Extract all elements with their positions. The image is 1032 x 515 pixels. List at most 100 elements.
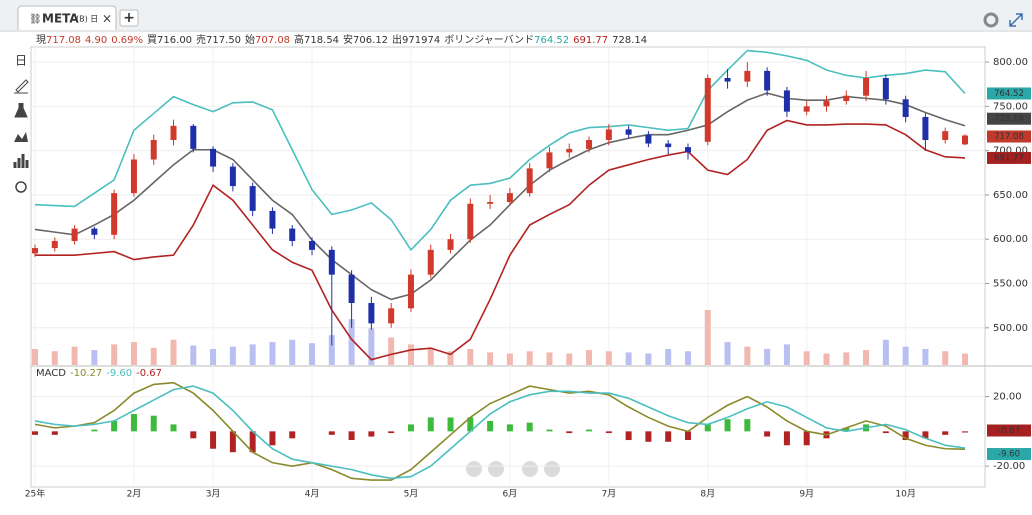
quote-value: 717.08 (46, 35, 81, 46)
candle-body (586, 140, 593, 149)
volume-bar (328, 335, 335, 365)
macd-title: MACD (36, 368, 66, 379)
candle-body (783, 90, 790, 112)
candle-body (566, 148, 573, 153)
macd-histogram-bar (922, 431, 929, 439)
scroll-right[interactable] (544, 461, 560, 477)
candle-body (506, 193, 513, 203)
tab-symbol: META (42, 12, 79, 26)
volume-bar (170, 339, 177, 365)
macd-histogram-bar (32, 431, 38, 435)
macd-histogram-bar (150, 415, 157, 432)
macd-histogram-bar (843, 427, 850, 432)
candle-body (744, 70, 751, 82)
draw-tool[interactable] (14, 79, 29, 94)
quote-label: 始 (245, 33, 255, 46)
y-tick-label: 800.00 (993, 57, 1028, 68)
quote-label: 出 (392, 33, 402, 46)
value-flag (987, 424, 1031, 437)
y-tick-label: 750.00 (993, 101, 1028, 112)
candle-body (487, 202, 494, 204)
volume-bar (704, 310, 711, 365)
macd-histogram-bar (962, 431, 968, 433)
candle-body (388, 308, 395, 324)
macd-histogram-bar (684, 431, 691, 441)
volume-bar (625, 352, 632, 365)
tab[interactable] (17, 5, 117, 30)
macd-histogram-bar (665, 431, 672, 442)
macd-histogram-bar (111, 420, 118, 432)
quote-label: ボリンジャーバンド (444, 34, 534, 46)
zoom-out[interactable] (466, 461, 482, 477)
chart-type-tool[interactable] (13, 154, 29, 168)
settings-icon[interactable] (983, 12, 999, 28)
volume-bar (190, 345, 197, 365)
candle-body (724, 78, 731, 82)
x-tick-label: 8月 (700, 489, 715, 500)
macd-histogram-bar (764, 431, 771, 437)
candle-body (269, 210, 276, 229)
candle-body (229, 166, 236, 187)
volume-bar (309, 343, 316, 365)
volume-bar (111, 344, 118, 365)
volume-bar (566, 353, 573, 365)
quote-label: 買 (147, 34, 157, 46)
macd-histogram-bar (388, 431, 395, 434)
macd-histogram-bar (91, 429, 98, 432)
tab-bar (0, 0, 1032, 30)
quote-value: 4.90 (85, 35, 107, 46)
bollinger-band (34, 49, 966, 252)
quote-line: 現717.08 4.90 0.69% 買716.00 売717.50 始707.08 高71… (36, 33, 647, 46)
candle-body (843, 95, 850, 102)
volume-bar (249, 344, 256, 365)
plot-frame (30, 46, 986, 488)
quote-value: 0.69% (111, 35, 143, 46)
x-tick-label: 25年 (25, 488, 45, 500)
volume-bar (863, 350, 870, 365)
macd-histogram-bar (625, 431, 632, 441)
zoom-in[interactable] (488, 461, 504, 477)
volume-bar (586, 350, 593, 365)
indicator-tool[interactable] (14, 103, 28, 118)
volume-bar (764, 348, 771, 365)
compare-tool[interactable] (14, 132, 28, 142)
value-flag-label: 691.77 (994, 153, 1024, 163)
macd-histogram-bar (605, 431, 612, 434)
refresh-tool[interactable] (15, 181, 27, 193)
volume-bar (942, 351, 949, 365)
value-flag (987, 151, 1031, 164)
value-flag-label: -0.67 (998, 426, 1020, 436)
volume-bar (51, 351, 58, 365)
macd-histogram-bar (645, 431, 652, 442)
volume-bar (130, 342, 137, 365)
macd-histogram-bar (526, 422, 533, 432)
quote-label: 売 (196, 33, 206, 46)
volume-bar (427, 347, 434, 365)
quote-value: 707.08 (255, 35, 290, 46)
volume-bar (605, 351, 612, 365)
candle-body (526, 168, 533, 194)
candle-body (407, 274, 414, 309)
macd-histogram-bar (328, 431, 335, 435)
macd-histogram-bar (407, 424, 414, 432)
candle-body (665, 143, 672, 148)
add-tab-button[interactable] (119, 9, 139, 27)
volume-bar (407, 344, 414, 365)
period-button[interactable]: 日 (15, 54, 27, 68)
candle-body (467, 203, 474, 240)
macd-histogram-bar (566, 431, 573, 434)
macd-histogram-bar (289, 431, 296, 439)
macd-line (34, 385, 966, 480)
candle-body (190, 125, 197, 149)
scroll-left[interactable] (522, 461, 538, 477)
zoom-controls (466, 461, 560, 477)
tab-close[interactable]: × (102, 12, 112, 26)
macd-histogram-bar (170, 424, 177, 432)
volume-bar (526, 351, 533, 365)
toolbar: 日 (13, 54, 29, 193)
candle-body (625, 129, 632, 135)
expand-icon[interactable] (1009, 13, 1023, 27)
macd-legend: MACD -10.27 -9.60 -0.67 (36, 368, 162, 379)
volume-bar (843, 352, 850, 365)
